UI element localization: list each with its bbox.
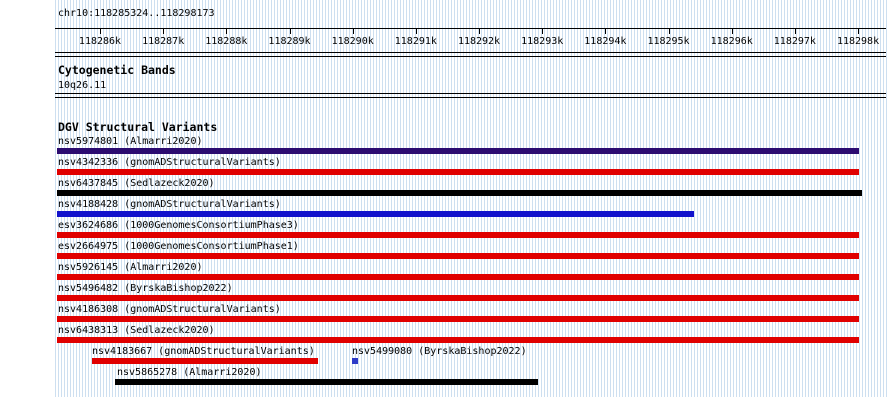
ruler-tick-label: 118293k <box>521 36 564 47</box>
variant-label[interactable]: esv3624686 (1000GenomesConsortiumPhase3) <box>58 220 299 231</box>
ruler-tick-label: 118288k <box>205 36 248 47</box>
ruler-tick-label: 118296k <box>710 36 753 47</box>
grid-background <box>55 0 887 397</box>
variant-label[interactable]: nsv5496482 (ByrskaBishop2022) <box>58 283 233 294</box>
variant-label[interactable]: nsv6437845 (Sedlazeck2020) <box>58 178 215 189</box>
variant-bar[interactable] <box>57 211 694 217</box>
variant-bar[interactable] <box>57 295 859 301</box>
variant-label[interactable]: nsv4188428 (gnomADStructuralVariants) <box>58 199 281 210</box>
ruler-tick-label: 118295k <box>647 36 690 47</box>
variant-label[interactable]: nsv6438313 (Sedlazeck2020) <box>58 325 215 336</box>
variant-label[interactable]: esv2664975 (1000GenomesConsortiumPhase1) <box>58 241 299 252</box>
variant-label[interactable]: nsv5865278 (Almarri2020) <box>117 367 262 378</box>
ruler-tick <box>226 28 228 34</box>
ruler-tick-label: 118289k <box>268 36 311 47</box>
ruler-tick <box>415 28 417 34</box>
cytogenetic-bands-title: Cytogenetic Bands <box>58 63 176 77</box>
ruler-tick-label: 118291k <box>394 36 437 47</box>
variant-label[interactable]: nsv5926145 (Almarri2020) <box>58 262 203 273</box>
variant-bar[interactable] <box>57 337 859 343</box>
ruler-tick <box>163 28 165 34</box>
region-label: chr10:118285324..118298173 <box>58 8 215 19</box>
ruler-tick-label: 118286k <box>78 36 122 47</box>
ruler-tick <box>794 28 796 34</box>
variant-bar[interactable] <box>115 379 538 385</box>
ruler-tick-label: 118297k <box>773 36 816 47</box>
variant-label[interactable]: nsv4342336 (gnomADStructuralVariants) <box>58 157 281 168</box>
ruler-tick-label: 118298k <box>836 36 880 47</box>
ruler-tick-label: 118292k <box>457 36 501 47</box>
dgv-structural-variants-title: DGV Structural Variants <box>58 120 218 134</box>
variant-bar[interactable] <box>92 358 318 364</box>
ruler-line <box>55 28 886 29</box>
variant-bar[interactable] <box>57 274 859 280</box>
cytogenetic-band-label[interactable]: 10q26.11 <box>58 80 107 91</box>
variant-bar[interactable] <box>57 169 859 175</box>
ruler-tick <box>731 28 733 34</box>
ruler-tick-label: 118287k <box>142 36 185 47</box>
variant-label[interactable]: nsv4186308 (gnomADStructuralVariants) <box>58 304 281 315</box>
ruler-tick-label: 118290k <box>331 36 374 47</box>
variant-bar[interactable] <box>352 358 358 364</box>
ruler-tick <box>542 28 544 34</box>
ruler-tick <box>858 28 860 34</box>
variant-bar[interactable] <box>57 148 859 154</box>
variant-label[interactable]: nsv4183667 (gnomADStructuralVariants) <box>92 346 315 357</box>
ruler-tick-label: 118294k <box>584 36 627 47</box>
variant-bar[interactable] <box>57 232 859 238</box>
ruler-tick <box>352 28 354 34</box>
variant-bar[interactable] <box>57 316 859 322</box>
variant-bar[interactable] <box>57 190 862 196</box>
ruler-tick <box>668 28 670 34</box>
ruler-tick <box>100 28 101 34</box>
panel-separator <box>55 52 886 57</box>
cytogenetic-band-bar[interactable] <box>55 93 886 98</box>
variant-label[interactable]: nsv5499080 (ByrskaBishop2022) <box>352 346 527 357</box>
variant-label[interactable]: nsv5974801 (Almarri2020) <box>58 136 203 147</box>
ruler-tick <box>479 28 481 34</box>
ruler-tick <box>605 28 607 34</box>
ruler-tick <box>289 28 291 34</box>
variant-bar[interactable] <box>57 253 859 259</box>
